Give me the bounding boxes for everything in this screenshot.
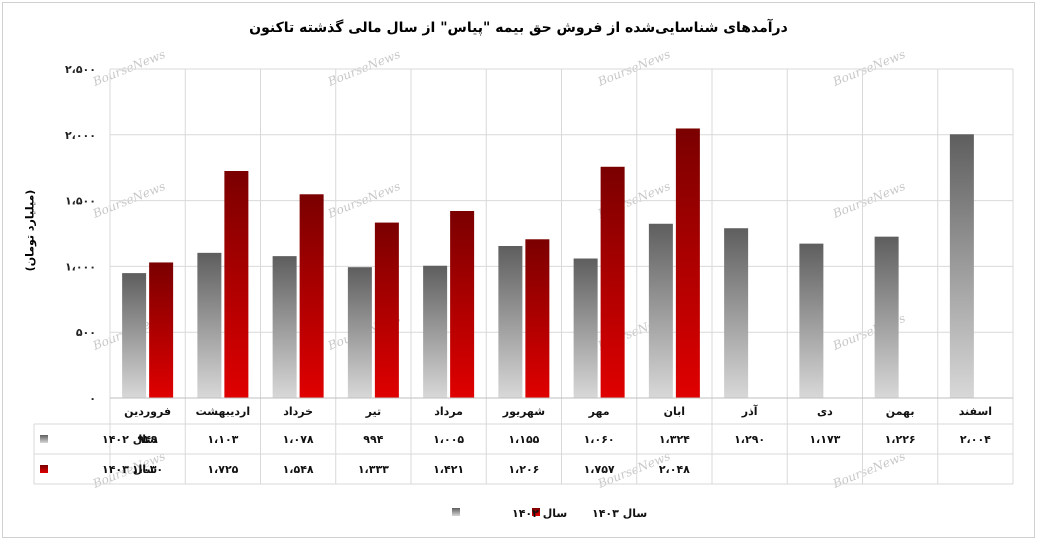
- watermark-1: BourseNews: [325, 47, 402, 89]
- legend-swatch-series2: [532, 508, 540, 516]
- y-tick-label-1: ۵۰۰: [76, 326, 96, 339]
- y-tick-label-4: ۲،۰۰۰: [65, 129, 96, 142]
- table-cell-series1-8: ۱،۲۹۰: [734, 433, 765, 446]
- table-row-label-series1: سال ۱۴۰۲: [102, 433, 157, 446]
- table-cell-series1-0: ۹۴۹: [138, 433, 158, 446]
- table-cell-series1-10: ۱،۲۲۶: [885, 433, 916, 446]
- y-tick-label-0: ۰: [89, 392, 96, 405]
- table-cell-series2-7: ۲،۰۴۸: [659, 463, 690, 476]
- bar-series1-3: [347, 267, 372, 398]
- bar-series1-5: [498, 246, 523, 398]
- bar-series2-7: [675, 128, 700, 398]
- category-label-0: فروردین: [124, 405, 171, 418]
- y-tick-label-5: ۲،۵۰۰: [65, 63, 96, 76]
- bar-series1-0: [122, 273, 147, 398]
- y-tick-label-2: ۱،۰۰۰: [65, 260, 96, 273]
- bar-series1-4: [423, 265, 448, 398]
- table-cell-series1-5: ۱،۱۵۵: [508, 433, 539, 446]
- category-label-8: آذر: [741, 404, 758, 418]
- category-label-3: تیر: [365, 405, 381, 418]
- category-label-9: دی: [817, 405, 833, 418]
- category-label-4: مرداد: [434, 405, 463, 418]
- table-cell-series2-1: ۱،۷۲۵: [207, 463, 238, 476]
- watermark-14: BourseNews: [830, 449, 907, 491]
- table-cell-series2-5: ۱،۲۰۶: [508, 463, 539, 476]
- table-cell-series2-4: ۱،۴۲۱: [433, 463, 464, 476]
- table-cell-series2-3: ۱،۳۳۳: [358, 463, 389, 476]
- watermark-3: BourseNews: [830, 47, 907, 89]
- category-label-11: اسفند: [959, 405, 992, 418]
- table-row-label-series2: سال ۱۴۰۳: [102, 463, 157, 476]
- watermark-5: BourseNews: [325, 179, 402, 221]
- watermark-4: BourseNews: [90, 179, 167, 221]
- bar-series1-9: [799, 243, 824, 398]
- bar-series1-8: [724, 228, 749, 398]
- table-cell-series1-4: ۱،۰۰۵: [433, 433, 464, 446]
- legend-swatch-series1: [452, 508, 460, 516]
- bar-series2-3: [374, 222, 399, 398]
- bar-series2-6: [600, 166, 625, 398]
- category-label-6: مهر: [588, 405, 610, 418]
- table-cell-series1-1: ۱،۱۰۳: [207, 433, 238, 446]
- bar-series1-7: [648, 223, 673, 398]
- category-label-5: شهریور: [502, 405, 545, 418]
- table-cell-series1-6: ۱،۰۶۰: [584, 433, 615, 446]
- table-cell-series2-0: ۱،۰۳۰: [132, 463, 163, 476]
- bar-series2-4: [450, 210, 475, 398]
- legend-label-series1: سال ۱۴۰۲: [512, 507, 567, 520]
- watermark-2: BourseNews: [595, 47, 672, 89]
- category-label-1: اردیبهشت: [196, 405, 250, 418]
- table-swatch-series2: [40, 465, 48, 473]
- chart-title: درآمدهای شناسایی‌شده از فروش حق بیمه "پی…: [249, 20, 788, 36]
- table-cell-series2-6: ۱،۷۵۷: [584, 463, 615, 476]
- legend-label-series2: سال ۱۴۰۳: [592, 507, 647, 520]
- watermark-0: BourseNews: [90, 47, 167, 89]
- table-cell-series1-7: ۱،۳۲۴: [659, 433, 690, 446]
- table-cell-series1-9: ۱،۱۷۳: [809, 433, 840, 446]
- watermark-7: BourseNews: [830, 179, 907, 221]
- bar-series2-2: [299, 194, 324, 398]
- bar-series1-11: [949, 134, 974, 398]
- table-cell-series1-2: ۱،۰۷۸: [283, 433, 314, 446]
- table-cell-series1-3: ۹۹۴: [363, 433, 383, 446]
- bar-series2-0: [149, 262, 174, 398]
- category-label-10: بهمن: [886, 405, 915, 418]
- table-cell-series2-2: ۱،۵۴۸: [283, 463, 314, 476]
- table-cell-series1-11: ۲،۰۰۴: [960, 433, 991, 446]
- category-label-7: ابان: [664, 405, 685, 418]
- bar-series1-2: [272, 256, 297, 398]
- table-swatch-series1: [40, 435, 48, 443]
- bar-series2-1: [224, 170, 249, 398]
- bar-series1-1: [197, 252, 222, 398]
- bar-series1-10: [874, 236, 899, 398]
- bar-series2-5: [525, 239, 550, 398]
- category-label-2: خرداد: [283, 405, 313, 418]
- y-tick-label-3: ۱،۵۰۰: [65, 195, 96, 208]
- bar-series1-6: [573, 258, 598, 398]
